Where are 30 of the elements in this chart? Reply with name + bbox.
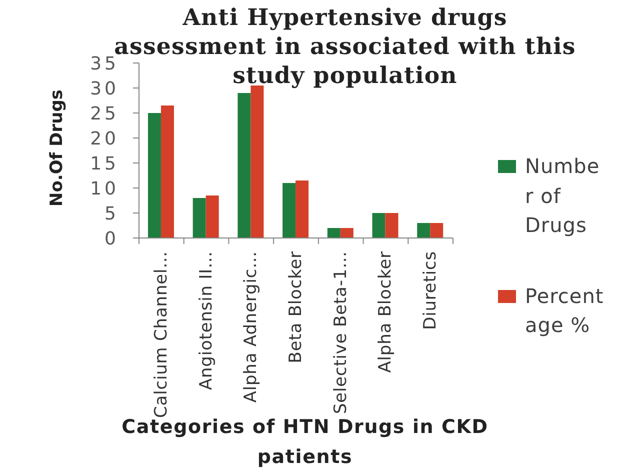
bar [296, 180, 309, 238]
bar [417, 223, 430, 238]
y-tick-label: 10 [90, 178, 119, 200]
bar [372, 213, 386, 238]
x-tick-label: Selective Beta-1… [330, 251, 351, 414]
x-tick-label: Angiotensin II… [196, 251, 216, 390]
x-tick-label: Calcium Channel… [151, 251, 172, 418]
y-tick-label: 15 [90, 153, 119, 174]
x-tick-label: Diuretics [420, 251, 441, 330]
x-tick-label: Alpha Blocker [376, 251, 396, 373]
bar [430, 223, 444, 238]
y-tick-label: 25 [90, 103, 119, 124]
bar [238, 93, 251, 238]
x-tick-label: Alpha Adnergic… [241, 251, 262, 403]
bar [282, 183, 296, 238]
y-tick-label: 5 [104, 203, 119, 224]
x-axis-title: Categories of HTN Drugs in CKD patients [122, 416, 488, 468]
bar [192, 198, 206, 238]
legend-label: Percentage % [525, 282, 605, 339]
y-axis-title: No.Of Drugs [46, 88, 68, 209]
bar [340, 228, 354, 238]
bar [327, 228, 340, 238]
bar [206, 196, 219, 238]
y-tick-label: 0 [104, 228, 119, 250]
x-tick-label: Beta Blocker [286, 251, 306, 364]
bar [385, 213, 398, 238]
legend-label: Number of Drugs [525, 153, 601, 239]
bar [160, 106, 174, 238]
bar [148, 113, 161, 238]
y-tick-label: 20 [90, 128, 119, 150]
